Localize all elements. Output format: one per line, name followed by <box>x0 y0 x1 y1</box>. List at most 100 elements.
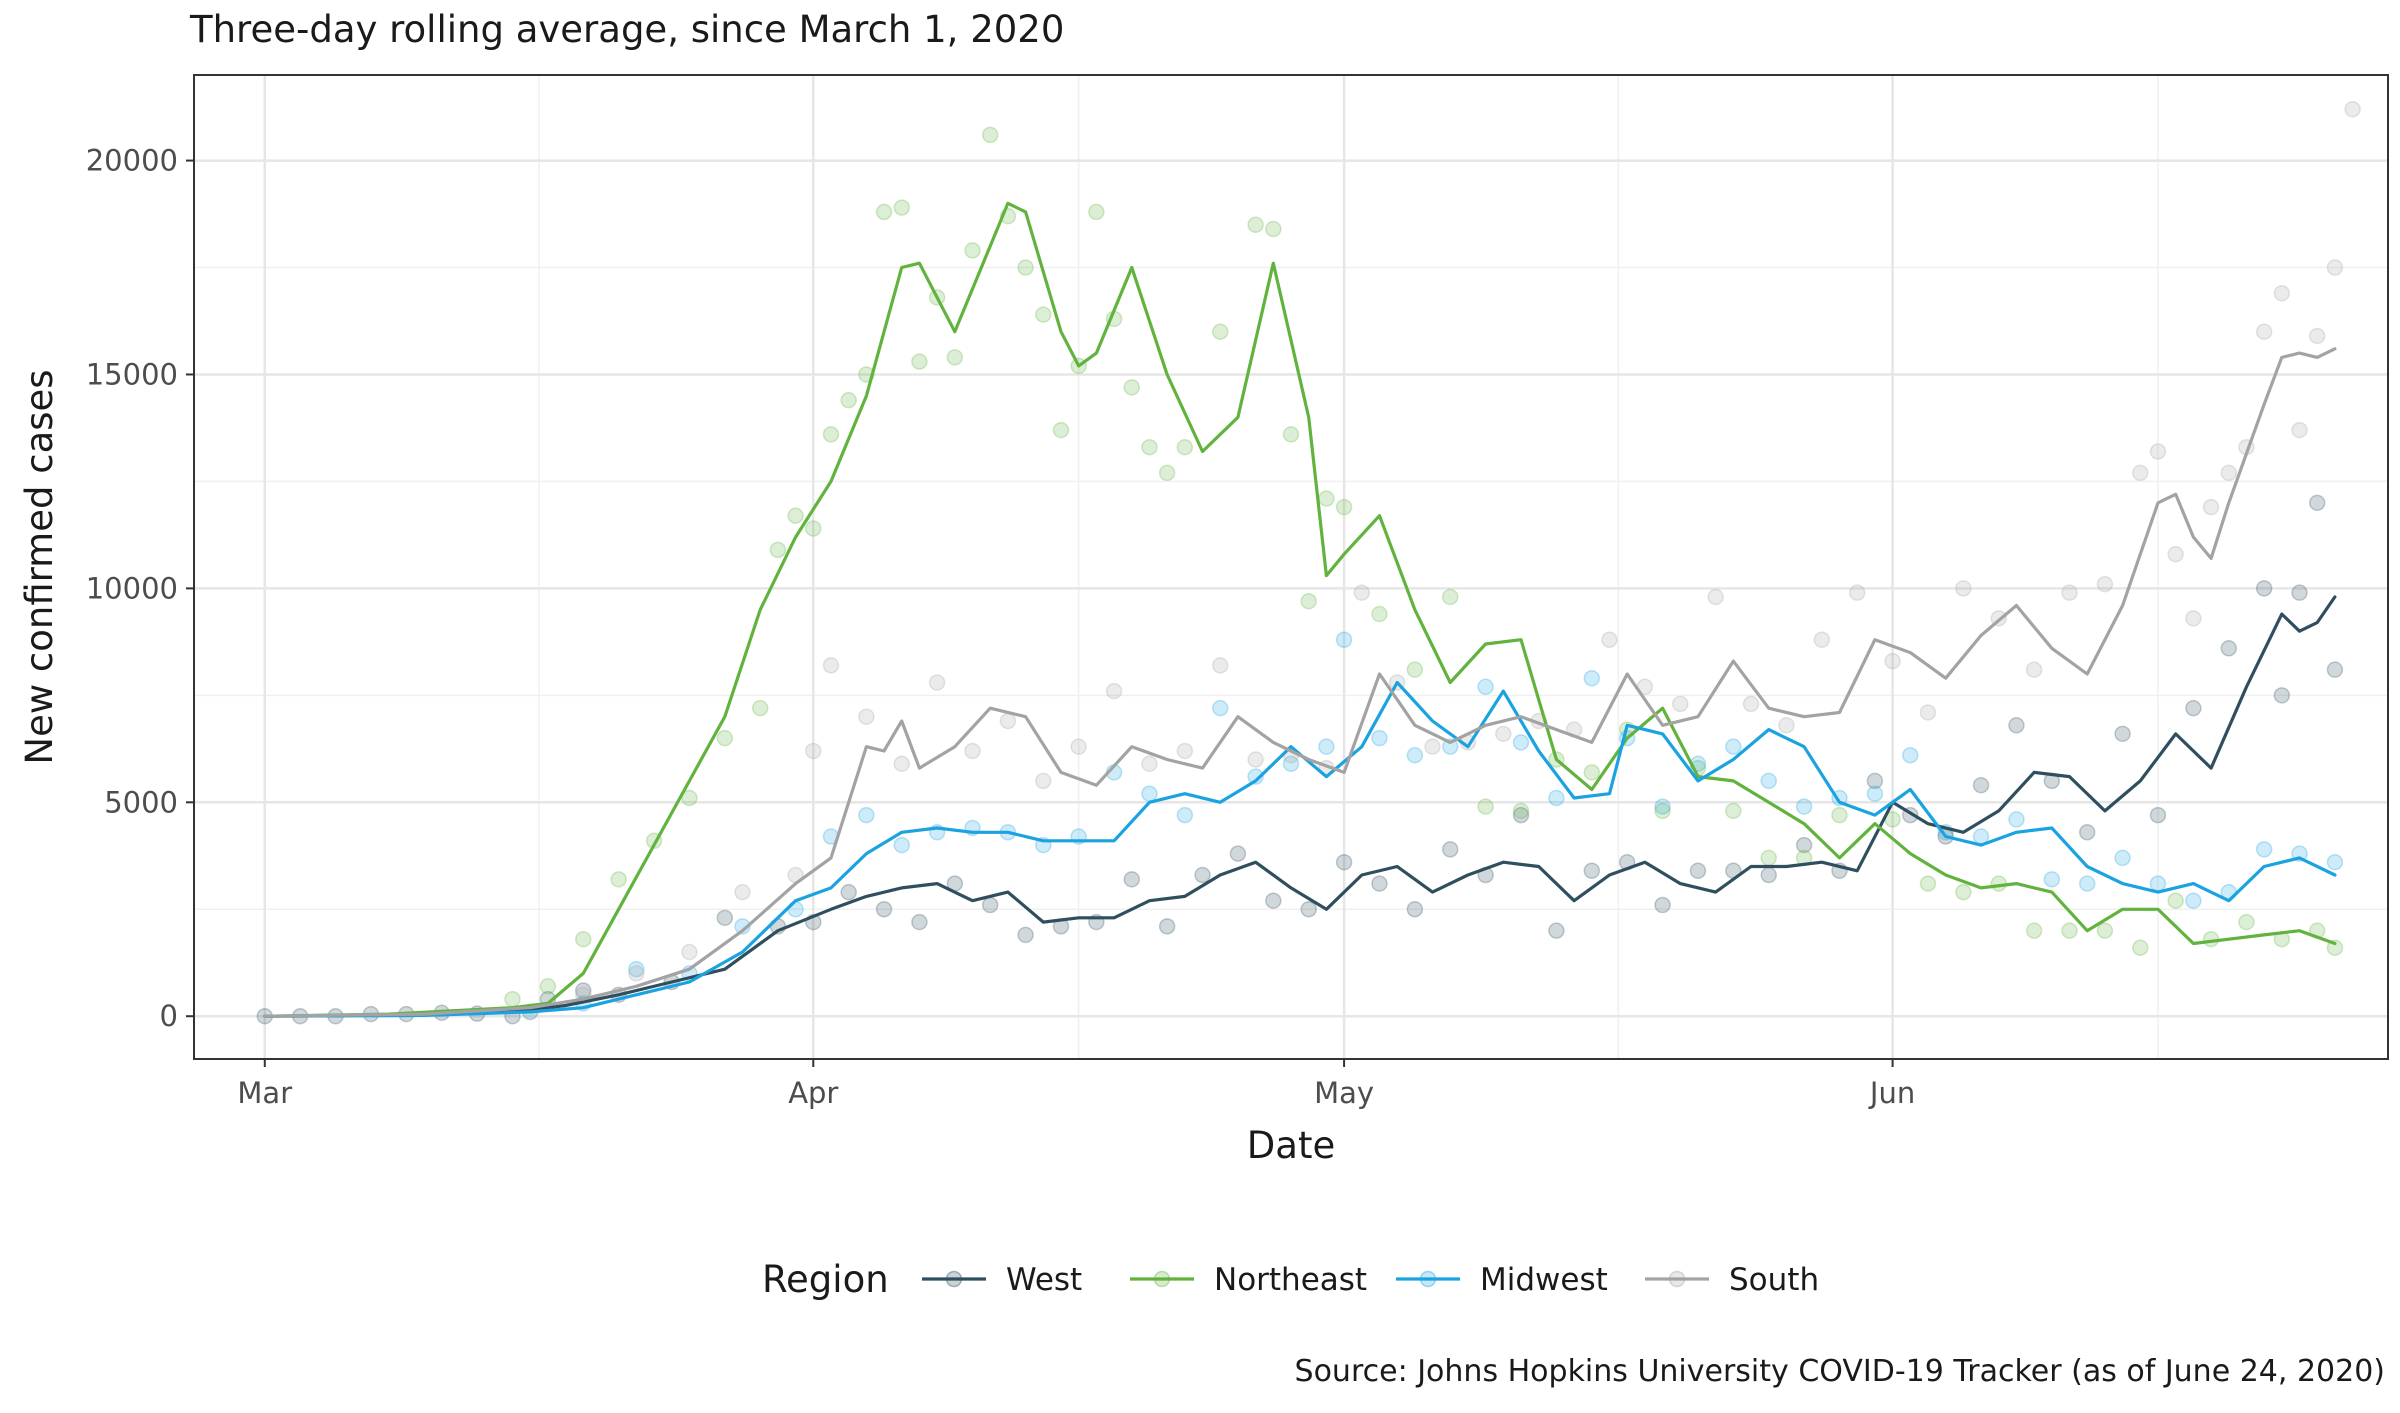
data-point-south <box>2096 575 2114 593</box>
chart-subtitle: Three-day rolling average, since March 1… <box>189 8 1064 51</box>
legend-key-point <box>945 1270 963 1288</box>
data-point-northeast <box>2238 913 2255 931</box>
data-point-west <box>1760 866 1777 884</box>
data-point-northeast <box>946 349 964 366</box>
legend: Region West Northeast Midwest South <box>762 1258 1819 1301</box>
series-line-midwest <box>263 680 2337 1018</box>
data-point-midwest <box>628 960 645 978</box>
data-point-midwest <box>1795 798 1813 815</box>
data-point-northeast <box>1335 498 1353 516</box>
data-point-northeast <box>610 871 627 888</box>
data-point-northeast <box>1123 379 1141 396</box>
data-point-south <box>999 712 1017 730</box>
data-point-northeast <box>2025 922 2043 939</box>
data-point-northeast <box>1919 875 1937 892</box>
data-point-west <box>1229 845 1247 862</box>
data-point-midwest <box>734 918 751 935</box>
legend-items: West Northeast Midwest South <box>922 1262 1819 1298</box>
data-point-northeast <box>1318 490 1335 507</box>
data-point-south <box>964 742 981 760</box>
data-point-midwest <box>2326 853 2344 871</box>
data-point-northeast <box>1052 421 1070 439</box>
chart-caption: Source: Johns Hopkins University COVID-1… <box>1295 1354 2385 1389</box>
data-point-south <box>822 657 840 674</box>
data-point-south <box>1884 652 1901 670</box>
y-axis-title: New confirmed cases <box>18 369 61 764</box>
data-point-west <box>1194 866 1211 884</box>
data-point-midwest <box>1902 746 1919 764</box>
legend-key-point <box>1153 1270 1171 1288</box>
series-northeast <box>504 126 2344 1008</box>
legend-label-midwest: Midwest <box>1480 1262 1608 1298</box>
data-point-northeast <box>1158 464 1176 482</box>
data-point-south <box>1353 584 1371 601</box>
data-point-west <box>1441 841 1459 858</box>
series-northeast-points <box>504 126 2344 1008</box>
data-point-south <box>681 943 698 961</box>
data-point-northeast <box>1211 323 1229 340</box>
data-point-northeast <box>1406 661 1424 678</box>
legend-label-south: South <box>1729 1262 1819 1298</box>
data-point-northeast <box>964 242 981 259</box>
data-point-south <box>2132 464 2149 482</box>
data-point-northeast <box>1654 802 1671 820</box>
data-point-northeast <box>875 203 893 221</box>
series-south-points <box>521 100 2361 1021</box>
data-point-south <box>2149 443 2167 460</box>
data-point-west <box>2078 824 2096 841</box>
data-point-northeast <box>893 199 910 216</box>
data-point-midwest <box>2185 892 2202 909</box>
data-point-northeast <box>911 353 928 370</box>
data-point-south <box>1141 755 1158 773</box>
data-point-northeast <box>2061 922 2078 939</box>
data-point-west <box>1972 776 1990 794</box>
y-axis: 0 5000 10000 15000 20000 <box>86 144 194 1033</box>
data-point-west <box>2008 717 2025 734</box>
data-point-west <box>1123 871 1141 888</box>
data-point-west <box>2114 725 2131 743</box>
series-west <box>256 494 2344 1025</box>
legend-label-west: West <box>1006 1262 1082 1298</box>
data-point-south <box>2308 327 2326 345</box>
data-point-south <box>858 708 875 725</box>
x-tick-label: Mar <box>237 1076 292 1110</box>
x-axis-title: Date <box>1247 1124 1335 1167</box>
data-point-northeast <box>840 391 857 409</box>
data-point-south <box>893 755 910 773</box>
data-point-south <box>2255 323 2273 340</box>
data-point-northeast <box>1512 802 1530 820</box>
data-point-south <box>1601 631 1618 648</box>
series-line-south <box>263 347 2337 1018</box>
data-point-south <box>1778 717 1795 734</box>
x-axis: Mar Apr May Jun <box>237 1059 1915 1110</box>
data-point-west <box>2185 699 2202 717</box>
data-point-midwest <box>1282 755 1300 773</box>
data-point-south <box>2326 259 2344 276</box>
x-tick-label: Apr <box>788 1076 838 1110</box>
x-tick-label: May <box>1314 1076 1374 1110</box>
y-tick-label: 20000 <box>86 144 178 178</box>
data-point-west <box>2220 640 2238 657</box>
data-point-west <box>1335 853 1353 871</box>
data-point-west <box>1371 875 1388 892</box>
data-point-west <box>1406 901 1424 918</box>
grid-lines <box>194 75 2388 1059</box>
legend-item-west: West <box>922 1262 1082 1298</box>
data-point-northeast <box>575 930 592 948</box>
data-point-midwest <box>1654 798 1671 815</box>
y-tick-label: 5000 <box>104 785 178 819</box>
data-point-west <box>1795 836 1813 854</box>
data-point-northeast <box>1441 588 1459 606</box>
data-point-northeast <box>1955 883 1972 901</box>
y-tick-label: 0 <box>160 999 178 1033</box>
series-west-points <box>256 494 2344 1025</box>
data-point-south <box>1813 631 1831 648</box>
data-point-midwest <box>2008 811 2025 828</box>
data-point-midwest <box>1176 806 1194 824</box>
data-point-northeast <box>1017 259 1034 276</box>
plot-panel <box>193 74 2389 1060</box>
data-point-south <box>1105 682 1123 700</box>
legend-title: Region <box>762 1258 889 1301</box>
data-point-west <box>2273 687 2291 704</box>
data-point-west <box>716 909 734 927</box>
